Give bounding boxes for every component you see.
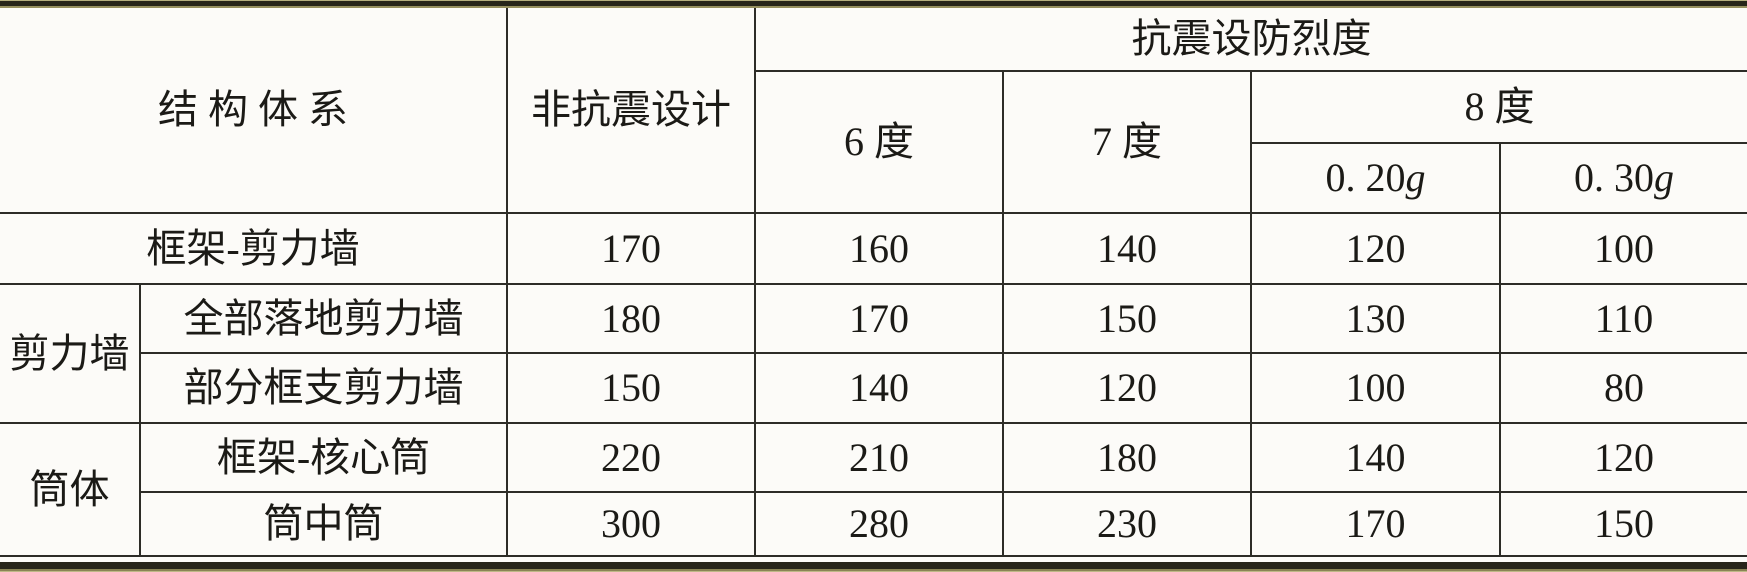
value-cell: 140 (754, 352, 1004, 424)
value-cell: 100 (1250, 352, 1501, 424)
value-cell: 180 (506, 283, 756, 354)
group-label-shearwall: 剪力墙 (0, 283, 141, 424)
value-cell: 280 (754, 491, 1004, 556)
value-cell: 180 (1002, 422, 1252, 493)
header-7-degree: 7 度 (1002, 70, 1252, 214)
table-row: 剪力墙 全部落地剪力墙 180 170 150 130 110 (0, 283, 1747, 424)
table-row: 筒中筒 300 280 230 170 150 (0, 491, 1747, 556)
header-accel-020g: 0. 20g (1250, 142, 1501, 214)
row-label-frame-coretube: 框架-核心筒 (139, 422, 508, 493)
accel-030-value: 0. 30 (1574, 155, 1654, 200)
header-row-2: 6 度 7 度 8 度 (0, 70, 1747, 214)
value-cell: 140 (1250, 422, 1501, 493)
value-cell: 150 (1002, 283, 1252, 354)
value-cell: 160 (754, 212, 1004, 285)
row-label-frame-shearwall: 框架-剪力墙 (0, 212, 508, 285)
value-cell: 150 (506, 352, 756, 424)
header-accel-030g: 0. 30g (1499, 142, 1747, 214)
header-seismic-intensity: 抗震设防烈度 (754, 7, 1747, 72)
header-8-degree: 8 度 (1250, 70, 1747, 144)
row-label-full-landing-shearwall: 全部落地剪力墙 (139, 283, 508, 354)
row-label-tube-in-tube: 筒中筒 (139, 491, 508, 556)
value-cell: 110 (1499, 283, 1747, 354)
table-row: 框架-剪力墙 170 160 140 120 100 (0, 212, 1747, 285)
value-cell: 120 (1002, 352, 1252, 424)
value-cell: 170 (1250, 491, 1501, 556)
value-cell: 230 (1002, 491, 1252, 556)
value-cell: 210 (754, 422, 1004, 493)
bottom-rule (0, 562, 1747, 572)
top-rule (0, 0, 1747, 8)
header-row-1: 结 构 体 系 非抗震设计 抗震设防烈度 (0, 7, 1747, 214)
value-cell: 300 (506, 491, 756, 556)
header-non-seismic-design: 非抗震设计 (506, 7, 756, 214)
value-cell: 120 (1250, 212, 1501, 285)
header-structural-system: 结 构 体 系 (0, 7, 508, 214)
group-label-tube: 筒体 (0, 422, 141, 556)
value-cell: 220 (506, 422, 756, 493)
value-cell: 150 (1499, 491, 1747, 556)
value-cell: 170 (754, 283, 1004, 354)
table-row: 部分框支剪力墙 150 140 120 100 80 (0, 352, 1747, 424)
accel-020-value: 0. 20 (1325, 155, 1406, 200)
header-6-degree: 6 度 (754, 70, 1004, 214)
row-label-partial-frame-supported-shearwall: 部分框支剪力墙 (139, 352, 508, 424)
accel-020-unit: g (1405, 155, 1426, 200)
max-building-height-table: 结 构 体 系 非抗震设计 抗震设防烈度 6 度 7 度 8 度 0. 20g … (0, 7, 1747, 556)
value-cell: 120 (1499, 422, 1747, 493)
value-cell: 170 (506, 212, 756, 285)
value-cell: 100 (1499, 212, 1747, 285)
table-row: 筒体 框架-核心筒 220 210 180 140 120 (0, 422, 1747, 556)
accel-030-unit: g (1654, 155, 1674, 200)
value-cell: 140 (1002, 212, 1252, 285)
value-cell: 80 (1499, 352, 1747, 424)
value-cell: 130 (1250, 283, 1501, 354)
header-row-3: 0. 20g 0. 30g (0, 142, 1747, 214)
table-bottom-hairline (0, 555, 1747, 557)
